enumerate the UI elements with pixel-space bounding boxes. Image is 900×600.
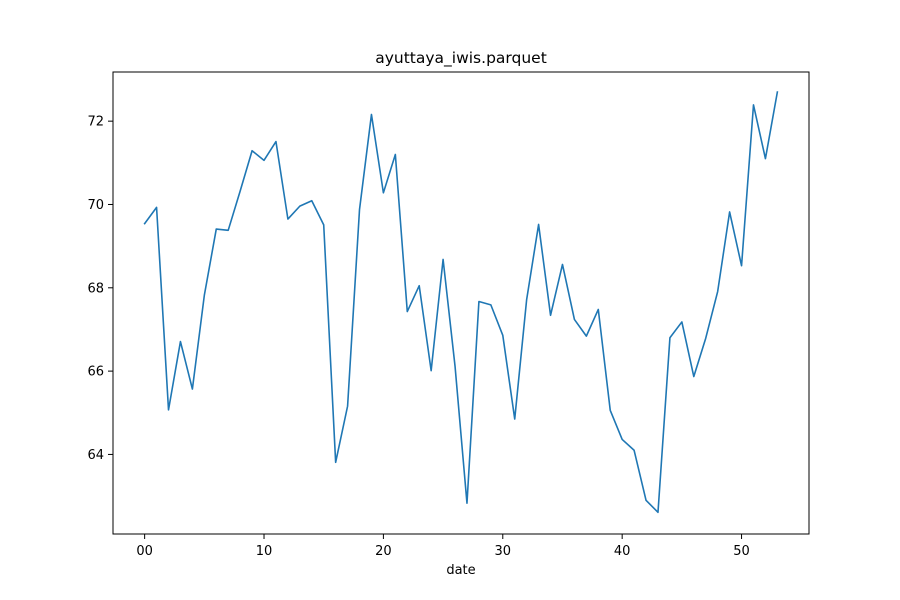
x-axis: 00 10 20 30 40 50 (136, 534, 750, 559)
x-tick-label: 10 (256, 544, 273, 559)
x-axis-label: date (446, 563, 475, 578)
x-tick-label: 50 (733, 544, 750, 559)
y-tick-label: 70 (87, 198, 104, 213)
x-tick-label: 40 (614, 544, 631, 559)
x-tick-label: 30 (495, 544, 512, 559)
x-tick-label: 00 (136, 544, 153, 559)
y-axis: 64 66 68 70 72 (87, 115, 113, 463)
y-tick-label: 72 (87, 115, 104, 130)
y-tick-label: 66 (87, 365, 104, 380)
y-tick-label: 64 (87, 448, 104, 463)
plot-frame (112, 71, 810, 535)
series-layer (143, 91, 779, 514)
chart-title: ayuttaya_iwis.parquet (375, 49, 547, 68)
x-tick-label: 20 (375, 544, 392, 559)
series-line (143, 91, 779, 514)
y-tick-label: 68 (87, 281, 104, 296)
